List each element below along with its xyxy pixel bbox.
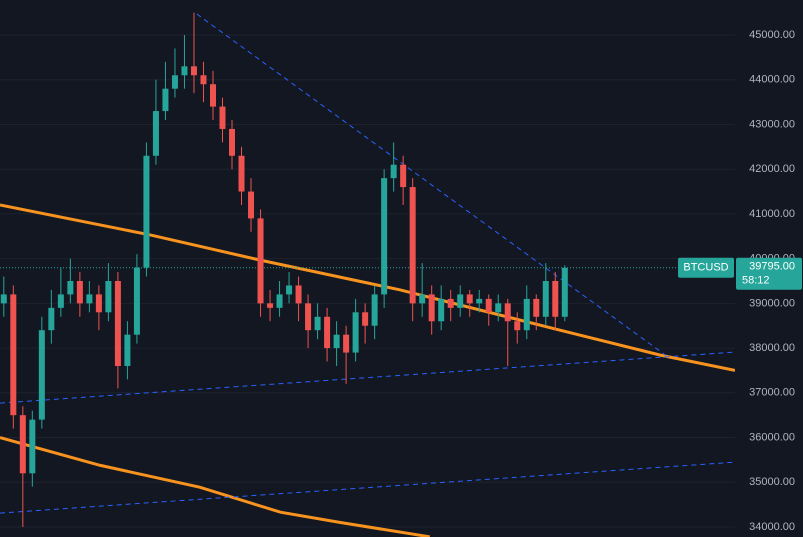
candle-body [276, 294, 283, 308]
candle-body [400, 164, 407, 188]
candle-body [447, 298, 454, 308]
candle-body [67, 281, 74, 295]
candle-body [514, 321, 521, 331]
candle-body [10, 294, 17, 416]
candle-body [124, 334, 131, 366]
candle-body [457, 294, 464, 308]
candle-body [48, 307, 55, 331]
candle-body [371, 294, 378, 326]
y-tick-label: 39000.00 [749, 297, 795, 309]
candle-body [114, 281, 121, 366]
y-tick-label: 34000.00 [749, 521, 795, 533]
candle-body [419, 294, 426, 304]
price-tag [736, 257, 802, 290]
candle-body [133, 267, 140, 335]
candle-body [190, 66, 197, 76]
candle-body [76, 281, 83, 304]
candle-body [162, 88, 169, 112]
candle-body [390, 164, 397, 179]
y-tick-label: 42000.00 [749, 163, 795, 175]
candle-body [504, 303, 511, 322]
candle-body [305, 303, 312, 331]
candle-body [181, 66, 188, 76]
y-tick-label: 45000.00 [749, 29, 795, 41]
candle-body [143, 155, 150, 268]
candle-body [0, 294, 7, 304]
moving-average [0, 203, 735, 372]
candle-body [209, 84, 216, 107]
candle-body [314, 316, 321, 331]
plot-area [0, 12, 735, 537]
candle-body [466, 294, 473, 304]
last-price-label: 39795.00 [749, 261, 795, 273]
candle-body [533, 298, 540, 317]
candle-body [200, 75, 207, 85]
candle-body [438, 298, 445, 322]
y-tick-label: 36000.00 [749, 431, 795, 443]
y-tick-label: 35000.00 [749, 476, 795, 488]
candle-body [267, 303, 274, 308]
candle-body [248, 191, 255, 219]
y-tick-label: 43000.00 [749, 118, 795, 130]
candle-body [295, 285, 302, 304]
candle-body [343, 334, 350, 353]
candle-body [229, 128, 236, 156]
candle-body [409, 187, 416, 304]
candle-body [105, 281, 112, 313]
trend-line [0, 351, 735, 404]
candle-body [257, 218, 264, 304]
moving-average [0, 436, 431, 537]
candle-body [95, 294, 102, 313]
y-tick-label: 37000.00 [749, 387, 795, 399]
candle-body [152, 111, 159, 156]
y-tick-label: 44000.00 [749, 74, 795, 86]
candle-body [561, 267, 568, 317]
candle-body [485, 298, 492, 313]
candle-body [286, 285, 293, 295]
candle-body [542, 281, 549, 317]
candle-body [352, 312, 359, 353]
trend-line [0, 461, 735, 514]
candle-body [219, 106, 226, 129]
candle-body [333, 334, 340, 349]
candle-body [57, 294, 64, 308]
symbol-label: BTCUSD [683, 262, 728, 274]
candle-body [238, 155, 245, 192]
candle-body [476, 298, 483, 304]
grid [0, 34, 735, 528]
candle-body [324, 316, 331, 349]
candle-body [381, 178, 388, 295]
y-tick-label: 41000.00 [749, 208, 795, 220]
candle-body [495, 303, 502, 313]
countdown-label: 58:12 [742, 275, 770, 287]
price-axis: 34000.00 35000.00 36000.00 37000.00 38000.00… [678, 29, 802, 533]
candle-body [19, 415, 26, 474]
candle-body [362, 312, 369, 326]
candle-body [29, 419, 36, 474]
candle-body [38, 330, 45, 420]
candle-body [171, 75, 178, 89]
candle-body [428, 294, 435, 322]
candle-body [523, 298, 530, 331]
candle-body [552, 281, 559, 317]
candle-body [86, 294, 93, 304]
y-tick-label: 38000.00 [749, 342, 795, 354]
trend-line [196, 13, 666, 356]
symbol-tag [678, 257, 734, 278]
